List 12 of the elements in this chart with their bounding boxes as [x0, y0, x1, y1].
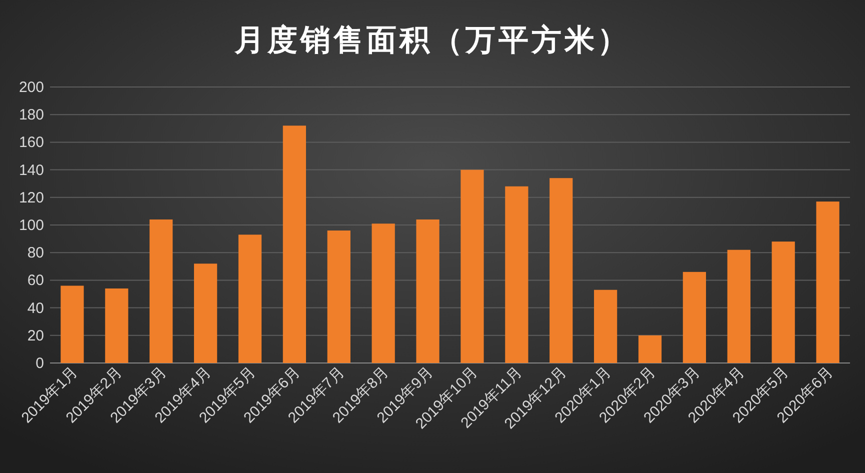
- y-tick-label: 120: [18, 189, 44, 206]
- y-tick-label: 100: [18, 217, 44, 234]
- y-tick-label: 180: [18, 106, 44, 124]
- y-tick-label: 60: [27, 272, 44, 290]
- y-tick-label: 140: [18, 162, 44, 179]
- y-tick-label: 40: [27, 300, 44, 317]
- y-tick-label: 160: [18, 134, 44, 152]
- y-tick-label: 20: [27, 327, 44, 344]
- y-tick-label: 80: [27, 244, 44, 262]
- y-tick-label: 200: [18, 79, 44, 96]
- y-tick-label: 0: [36, 355, 44, 372]
- chart-title: 月度销售面积（万平方米）: [234, 23, 630, 58]
